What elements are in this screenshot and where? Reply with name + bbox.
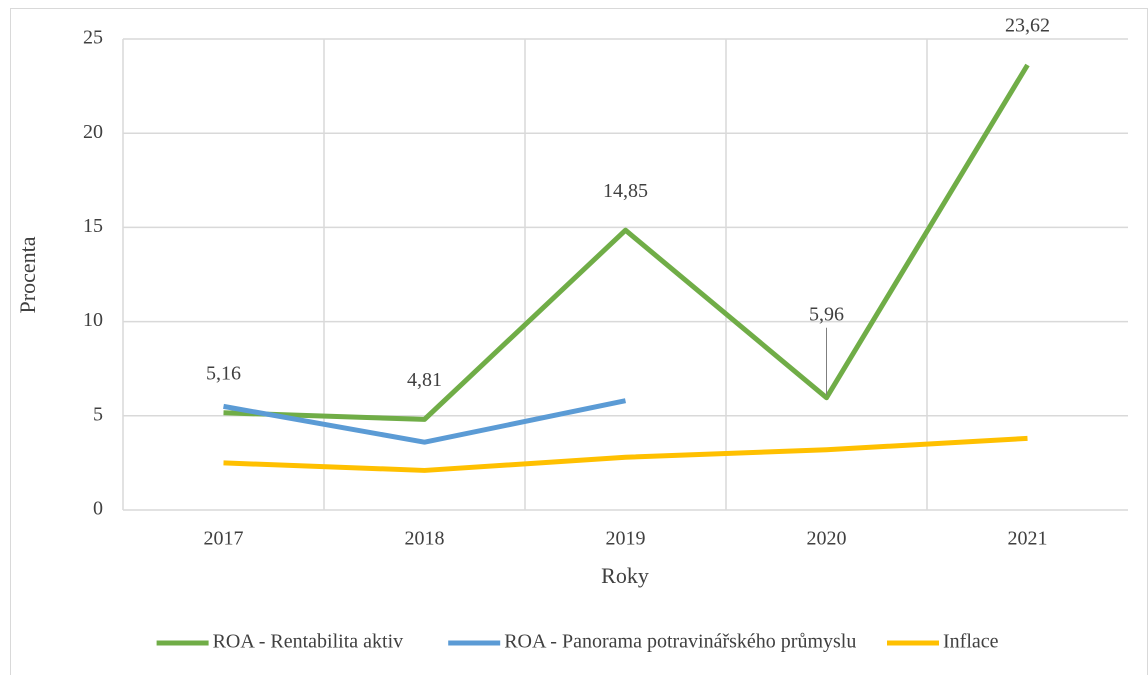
x-tick-label: 2017 (204, 528, 244, 550)
y-tick-label: 5 (93, 403, 103, 425)
x-tick-label: 2019 (606, 528, 646, 550)
x-axis-title: Roky (601, 563, 649, 588)
data-label: 5,96 (809, 303, 844, 325)
x-tick-label: 2020 (807, 528, 847, 550)
series-line (223, 63, 1030, 422)
chart-frame (10, 8, 1148, 675)
y-tick-label: 20 (83, 121, 103, 143)
data-label: 14,85 (603, 180, 648, 202)
legend-label: ROA - Rentabilita aktiv (213, 631, 404, 653)
series-line (223, 435, 1028, 473)
data-label: 23,62 (1005, 15, 1050, 37)
y-tick-label: 10 (83, 309, 103, 331)
y-tick-label: 15 (83, 215, 103, 237)
legend-label: ROA - Panorama potravinářského průmyslu (504, 631, 856, 653)
series-line (223, 398, 627, 445)
legend-label: Inflace (943, 631, 999, 653)
x-tick-label: 2018 (405, 528, 445, 550)
y-tick-label: 25 (83, 27, 103, 49)
data-label: 5,16 (206, 362, 241, 384)
x-tick-label: 2021 (1008, 528, 1048, 550)
y-axis-title: Procenta (15, 236, 40, 313)
y-tick-label: 0 (93, 498, 103, 520)
data-label: 4,81 (407, 369, 442, 391)
